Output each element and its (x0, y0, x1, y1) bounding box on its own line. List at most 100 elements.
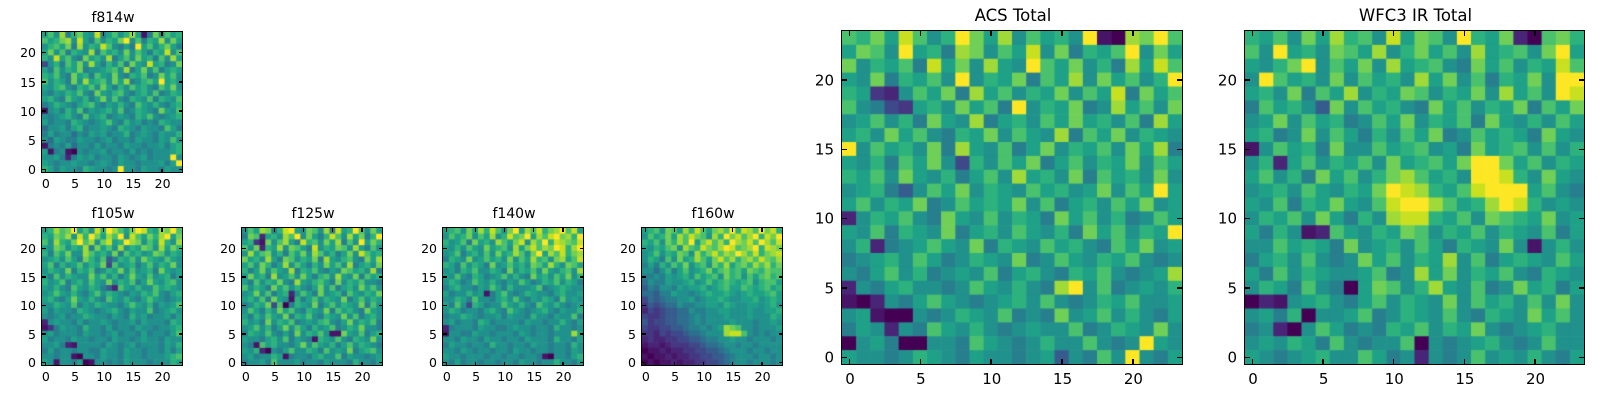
x-tick-label: 5 (71, 176, 80, 191)
tick-mark (673, 228, 676, 232)
tick-mark (73, 361, 76, 366)
tick-mark (42, 276, 46, 278)
tick-mark (378, 247, 383, 250)
tick-mark (1177, 356, 1183, 359)
x-tick-label: 20 (154, 369, 171, 384)
tick-mark (178, 276, 183, 278)
tick-mark (73, 32, 76, 36)
x-tick-label: 5 (71, 369, 80, 384)
tick-mark (332, 228, 334, 232)
tick-mark (1579, 79, 1585, 81)
tick-mark (42, 333, 46, 335)
tick-mark (445, 228, 447, 232)
tick-mark (102, 32, 105, 36)
tick-mark (244, 228, 246, 232)
x-tick-label: 20 (555, 369, 572, 384)
x-tick-label: 0 (845, 370, 855, 388)
panel-title: f140w (492, 206, 536, 222)
tick-mark (503, 228, 506, 232)
y-tick-label: 15 (20, 269, 36, 285)
tick-mark (443, 276, 447, 278)
tick-mark (842, 287, 848, 289)
y-tick-label: 5 (824, 279, 834, 298)
heatmap-canvas (642, 228, 783, 366)
y-tick-label: 0 (1227, 348, 1237, 367)
panel-title: WFC3 IR Total (1358, 5, 1473, 25)
panel-title: f160w (691, 206, 735, 222)
y-tick-label: 0 (28, 354, 36, 370)
tick-mark (161, 168, 163, 173)
tick-mark (42, 361, 46, 364)
x-tick-label: 10 (96, 369, 113, 384)
tick-mark (161, 361, 163, 366)
x-tick-label: 10 (296, 369, 313, 384)
panel-title: f105w (91, 206, 135, 222)
tick-mark (132, 168, 134, 173)
tick-mark (1579, 217, 1585, 220)
tick-mark (579, 333, 584, 335)
tick-mark (42, 304, 46, 307)
tick-mark (178, 81, 183, 83)
y-tick-label: 5 (628, 326, 636, 342)
x-tick-label: 10 (1384, 370, 1404, 388)
tick-mark (642, 276, 646, 278)
x-tick-label: 10 (96, 176, 113, 191)
tick-mark (1392, 31, 1395, 37)
tick-mark (848, 359, 851, 365)
y-tick-label: 0 (28, 161, 36, 177)
tick-mark (642, 247, 646, 250)
heatmap-canvas (842, 31, 1183, 365)
tick-mark (242, 247, 246, 250)
y-tick-label: 10 (220, 297, 236, 313)
y-tick-label: 20 (20, 45, 36, 61)
tick-mark (1392, 359, 1395, 365)
x-tick-label: 0 (41, 176, 50, 191)
tick-mark (1177, 287, 1183, 289)
tick-mark (579, 304, 584, 307)
x-tick-label: 20 (1526, 370, 1546, 388)
tick-mark (919, 31, 922, 37)
tick-mark (778, 333, 783, 335)
tick-mark (242, 276, 246, 278)
tick-mark (533, 228, 535, 232)
tick-mark (178, 361, 183, 364)
tick-mark (1579, 148, 1585, 151)
x-tick-label: 15 (1053, 370, 1073, 388)
x-tick-label: 0 (442, 369, 451, 384)
tick-mark (1579, 287, 1585, 289)
tick-mark (302, 228, 305, 232)
tick-mark (761, 361, 763, 366)
heatmap-canvas (242, 228, 383, 366)
tick-mark (42, 52, 46, 54)
x-tick-label: 20 (354, 369, 371, 384)
y-tick-label: 20 (620, 240, 636, 256)
tick-mark (42, 247, 46, 250)
tick-mark (361, 228, 363, 232)
tick-mark (73, 228, 76, 232)
y-tick-label: 20 (421, 240, 437, 256)
y-tick-label: 5 (28, 132, 36, 148)
tick-mark (332, 361, 334, 366)
tick-mark (44, 32, 46, 36)
tick-mark (673, 361, 676, 366)
y-tick-label: 15 (421, 269, 437, 285)
y-tick-label: 0 (628, 354, 636, 370)
heatmap-plot (41, 31, 184, 174)
x-tick-label: 20 (1123, 370, 1143, 388)
y-tick-label: 10 (421, 297, 437, 313)
x-tick-label: 15 (125, 369, 142, 384)
tick-mark (1245, 148, 1251, 151)
tick-mark (273, 228, 276, 232)
tick-mark (1463, 31, 1466, 37)
tick-mark (778, 276, 783, 278)
tick-mark (42, 139, 46, 141)
heatmap-plot (1244, 30, 1586, 366)
tick-mark (1245, 287, 1251, 289)
heatmap-canvas (443, 228, 584, 366)
tick-mark (533, 361, 535, 366)
y-tick-label: 10 (20, 297, 36, 313)
